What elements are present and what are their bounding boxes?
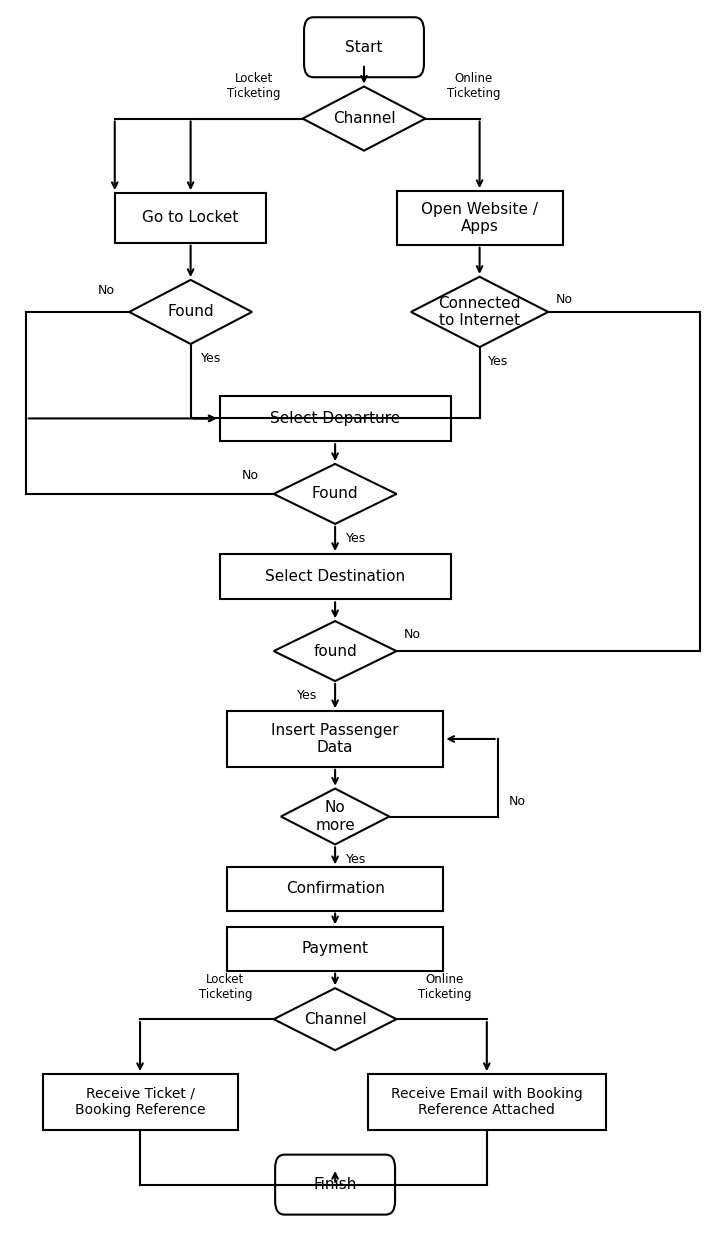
Text: Connected
to Internet: Connected to Internet (438, 295, 521, 328)
Text: Yes: Yes (202, 352, 222, 366)
Bar (226, 711, 443, 766)
Text: Start: Start (345, 40, 383, 54)
Text: Channel: Channel (333, 111, 395, 126)
Bar (220, 554, 451, 599)
Bar (226, 927, 443, 970)
Bar (220, 396, 451, 441)
Text: Yes: Yes (346, 853, 366, 865)
Text: Found: Found (312, 487, 358, 502)
Text: No: No (508, 795, 526, 808)
Text: No: No (404, 628, 421, 640)
Text: Select Departure: Select Departure (270, 410, 400, 426)
Text: Confirmation: Confirmation (285, 881, 384, 896)
Text: Yes: Yes (488, 356, 509, 368)
Text: found: found (313, 644, 357, 659)
Text: No: No (555, 293, 572, 305)
Text: Go to Locket: Go to Locket (143, 210, 239, 225)
Text: No: No (242, 468, 259, 482)
Polygon shape (274, 622, 397, 681)
Polygon shape (281, 789, 389, 844)
Bar (397, 192, 563, 245)
Bar (226, 868, 443, 911)
Text: Finish: Finish (314, 1177, 357, 1193)
Bar (42, 1074, 237, 1130)
Text: Insert Passenger
Data: Insert Passenger Data (272, 723, 399, 755)
Text: Open Website /
Apps: Open Website / Apps (421, 201, 538, 234)
Text: No
more: No more (315, 801, 355, 833)
Text: Online
Ticketing: Online Ticketing (447, 72, 501, 100)
Text: Yes: Yes (346, 533, 366, 545)
Text: Payment: Payment (301, 942, 368, 957)
FancyBboxPatch shape (304, 17, 424, 77)
Polygon shape (274, 464, 397, 524)
Text: Found: Found (167, 304, 214, 319)
Text: Locket
Ticketing: Locket Ticketing (227, 72, 281, 100)
Polygon shape (303, 87, 425, 151)
Text: Select Destination: Select Destination (265, 569, 405, 585)
Text: Receive Email with Booking
Reference Attached: Receive Email with Booking Reference Att… (391, 1086, 582, 1117)
Polygon shape (129, 279, 252, 344)
FancyBboxPatch shape (275, 1154, 395, 1215)
Text: No: No (98, 284, 115, 298)
Text: Locket
Ticketing: Locket Ticketing (199, 973, 252, 1001)
Text: Receive Ticket /
Booking Reference: Receive Ticket / Booking Reference (75, 1086, 205, 1117)
Bar (115, 193, 266, 242)
Text: Online
Ticketing: Online Ticketing (418, 973, 472, 1001)
Text: Channel: Channel (304, 1012, 366, 1027)
Polygon shape (274, 988, 397, 1051)
Polygon shape (411, 277, 548, 347)
Bar (368, 1074, 606, 1130)
Text: Yes: Yes (297, 690, 317, 702)
